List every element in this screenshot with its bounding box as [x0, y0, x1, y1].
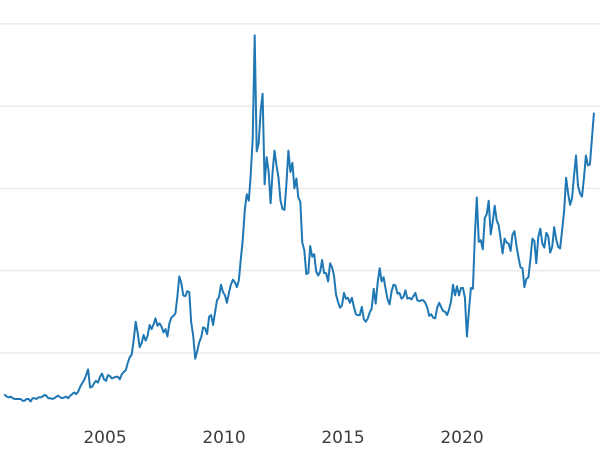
price-line-series — [3, 34, 595, 403]
horizontal-gridlines — [0, 23, 600, 354]
